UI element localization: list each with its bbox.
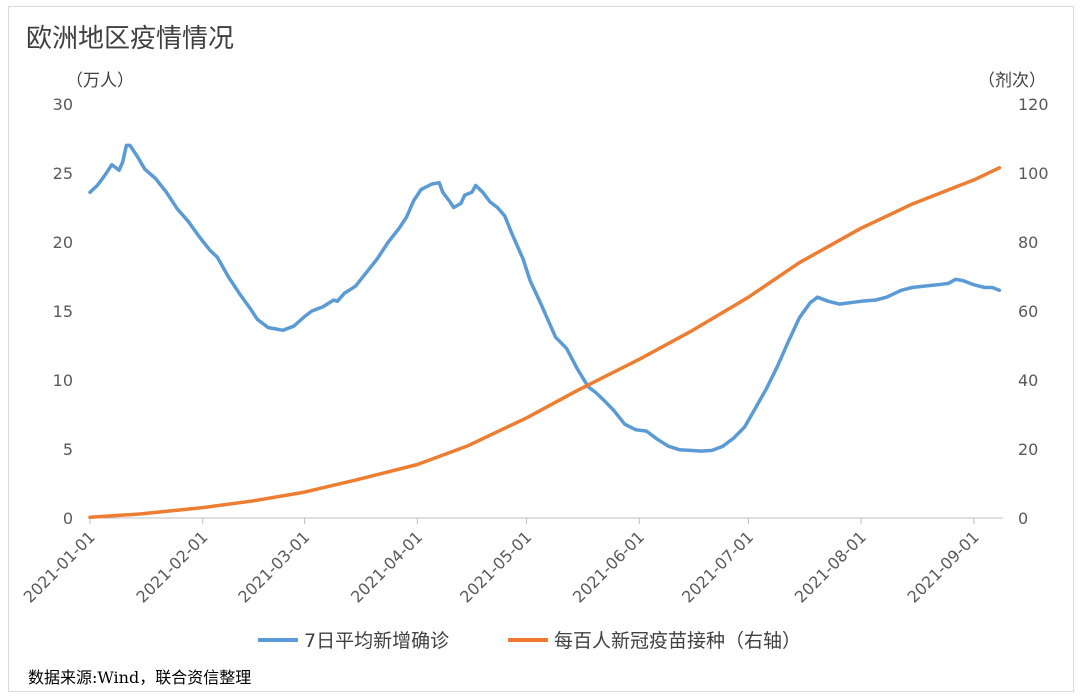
x-tick-label: 2021-04-01	[347, 527, 426, 606]
left-tick-label: 10	[53, 371, 73, 390]
left-axis-ticks: 0 5 10 15 20 25 30	[53, 95, 73, 528]
series-line-vaccinations	[88, 166, 1002, 520]
x-tick-label: 2021-03-01	[234, 527, 313, 606]
x-tick-label: 2021-05-01	[456, 527, 535, 606]
right-tick-label: 40	[1018, 371, 1038, 390]
chart-title: 欧洲地区疫情情况	[26, 24, 235, 54]
right-tick-label: 80	[1018, 233, 1038, 252]
x-tick-label: 2021-02-01	[132, 527, 211, 606]
right-tick-label: 20	[1018, 440, 1038, 459]
left-tick-label: 5	[63, 440, 73, 459]
left-tick-label: 0	[63, 509, 73, 528]
right-tick-label: 100	[1018, 164, 1049, 183]
x-tick-label: 2021-09-01	[904, 527, 983, 606]
x-tick-label: 2021-08-01	[791, 527, 870, 606]
x-tick-label: 2021-06-01	[569, 527, 648, 606]
left-tick-label: 15	[53, 302, 73, 321]
right-tick-label: 60	[1018, 302, 1038, 321]
chart-frame	[8, 6, 1074, 692]
series-line-confirmed-cases	[88, 143, 1002, 453]
series-lines	[88, 143, 1002, 520]
legend-label-series2: 每百人新冠疫苗接种（右轴）	[554, 630, 801, 652]
x-axis-ticks: 2021-01-01 2021-02-01 2021-03-01 2021-04-01…	[20, 518, 983, 607]
data-source: 数据来源:Wind，联合资信整理	[28, 668, 252, 687]
right-axis-unit: （剂次）	[978, 71, 1046, 91]
left-axis-unit: （万人）	[66, 71, 134, 91]
right-tick-label: 120	[1018, 95, 1049, 114]
legend-label-series1: 7日平均新增确诊	[304, 630, 449, 652]
left-tick-label: 30	[53, 95, 73, 114]
left-tick-label: 20	[53, 233, 73, 252]
left-tick-label: 25	[53, 164, 73, 183]
x-tick-label: 2021-01-01	[20, 527, 99, 606]
x-tick-label: 2021-07-01	[678, 527, 757, 606]
right-axis-ticks: 0 20 40 60 80 100 120	[1018, 95, 1049, 528]
right-tick-label: 0	[1018, 509, 1028, 528]
legend: 7日平均新增确诊 每百人新冠疫苗接种（右轴）	[258, 630, 801, 652]
